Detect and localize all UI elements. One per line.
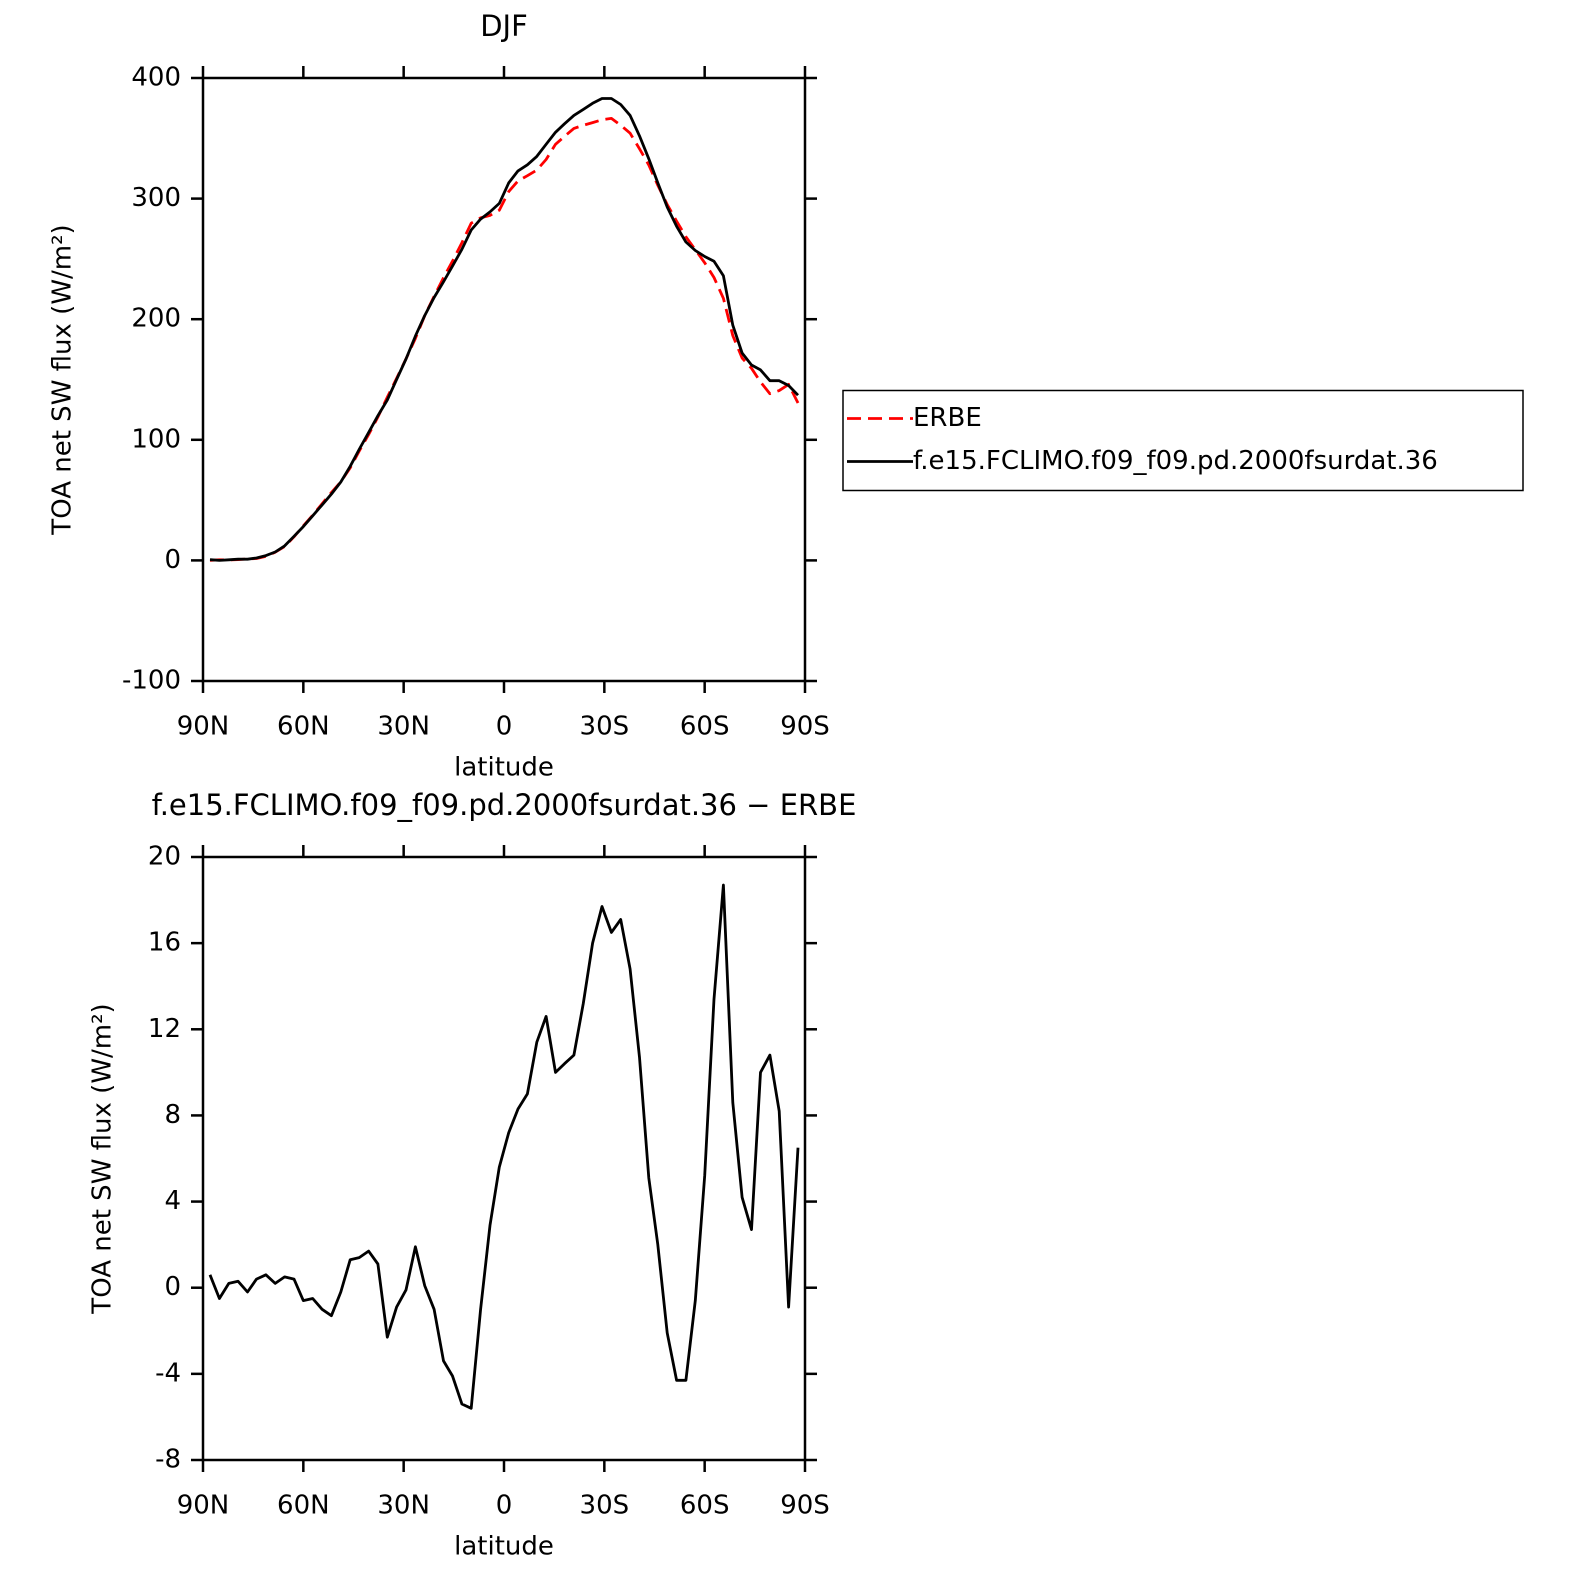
x-tick-label: 60S xyxy=(680,1491,730,1521)
y-tick-label: 16 xyxy=(148,928,181,958)
y-tick-label: 20 xyxy=(148,842,181,872)
legend-label: ERBE xyxy=(913,403,982,433)
y-tick-label: -8 xyxy=(155,1445,181,1475)
y-tick-label: 12 xyxy=(148,1014,181,1044)
plot-frame xyxy=(201,855,807,1462)
y-tick-label: 8 xyxy=(164,1100,181,1130)
y-tick-label: 200 xyxy=(131,304,181,334)
legend-label: f.e15.FCLIMO.f09_f09.pd.2000fsurdat.36 xyxy=(913,446,1438,476)
y-tick-label: 0 xyxy=(164,545,181,575)
x-tick-label: 90N xyxy=(177,1491,230,1521)
y-axis-label: TOA net SW flux (W/m²) xyxy=(48,224,78,535)
data-line xyxy=(209,97,800,562)
x-tick-label: 90S xyxy=(780,1491,830,1521)
x-tick-label: 30S xyxy=(580,712,630,742)
x-tick-label: 90N xyxy=(177,712,230,742)
chart-title: DJF xyxy=(480,9,528,43)
x-tick-label: 30N xyxy=(377,1491,430,1521)
x-tick-label: 0 xyxy=(496,712,513,742)
chart-title: f.e15.FCLIMO.f09_f09.pd.2000fsurdat.36 −… xyxy=(152,788,857,822)
legend-box xyxy=(842,389,1524,492)
x-tick-label: 30S xyxy=(580,1491,630,1521)
x-tick-label: 60S xyxy=(680,712,730,742)
plot-frame xyxy=(201,76,807,683)
x-tick-label: 90S xyxy=(780,712,830,742)
x-axis-label: latitude xyxy=(454,753,554,783)
y-axis-label: TOA net SW flux (W/m²) xyxy=(88,1003,118,1314)
y-tick-label: -100 xyxy=(122,666,181,696)
x-axis-label: latitude xyxy=(454,1532,554,1562)
y-tick-label: 100 xyxy=(131,424,181,454)
y-tick-label: 0 xyxy=(164,1272,181,1302)
data-line xyxy=(209,117,800,562)
x-tick-label: 0 xyxy=(496,1491,513,1521)
y-tick-label: 300 xyxy=(131,183,181,213)
y-tick-label: 4 xyxy=(164,1186,181,1216)
x-tick-label: 30N xyxy=(377,712,430,742)
x-tick-label: 60N xyxy=(277,1491,330,1521)
y-tick-label: -4 xyxy=(155,1358,181,1388)
x-tick-label: 60N xyxy=(277,712,330,742)
data-line xyxy=(208,883,800,1410)
y-tick-label: 400 xyxy=(131,63,181,93)
